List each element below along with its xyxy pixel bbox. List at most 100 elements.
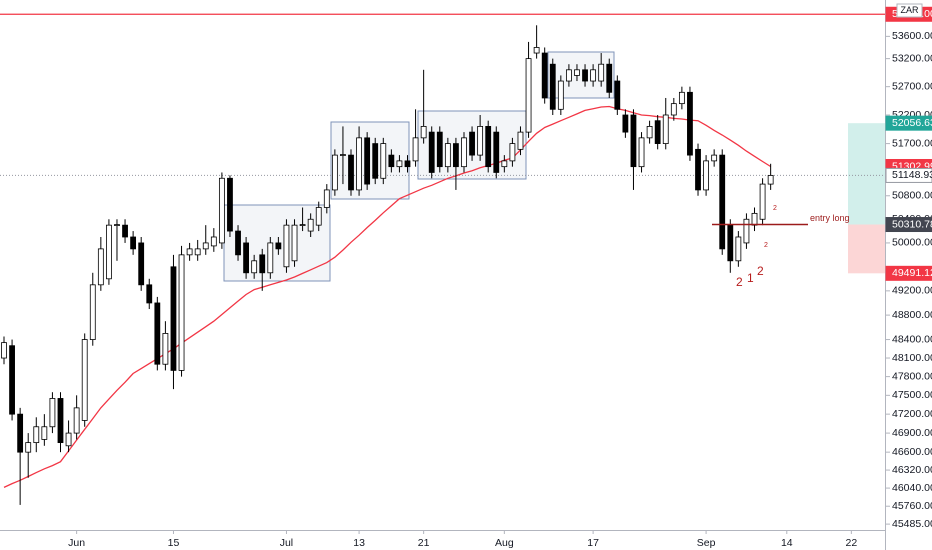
x-tick-label: 15 (168, 537, 180, 549)
price-label: 49491.12 (892, 267, 932, 279)
x-tick-label: 22 (846, 537, 858, 549)
candle-body (57, 398, 64, 444)
y-tick-label: 50000.00 (892, 237, 932, 249)
candle-body (17, 413, 24, 453)
price-label-box (885, 115, 932, 131)
y-tick-label: 53600.00 (892, 30, 932, 42)
candle-body (65, 432, 72, 447)
candle-body (243, 242, 250, 274)
annotation: 2 (736, 275, 743, 289)
candle-body (622, 114, 629, 133)
candle-body (267, 242, 274, 274)
candle-body (517, 131, 524, 150)
candle-body (340, 154, 346, 156)
candle-body (477, 126, 484, 156)
candle-body (493, 131, 500, 173)
target-zone (848, 123, 886, 225)
x-tick-label: Aug (495, 537, 514, 549)
candle-body (598, 63, 605, 82)
candle-body (130, 236, 137, 250)
candle-body (485, 126, 492, 168)
candle-body (380, 143, 387, 179)
candle-body (509, 143, 516, 162)
price-label: 50310.78 (892, 218, 932, 230)
candle-body (404, 160, 411, 168)
price-label-box (885, 265, 932, 281)
candle-body (218, 177, 225, 244)
candle-body (162, 333, 169, 365)
price-axis: 53600.0053200.0052700.0052200.0051700.00… (885, 6, 932, 530)
position-zones (848, 123, 886, 274)
y-tick-label: 50800.00 (892, 190, 932, 202)
candle-body (49, 398, 56, 428)
candle-body (412, 137, 419, 162)
candle-body (630, 114, 637, 168)
candle-body (703, 160, 709, 191)
candle-body (687, 91, 693, 156)
stop-zone (848, 224, 886, 274)
candle-body (356, 137, 362, 191)
price-label: 52056.63 (892, 117, 932, 129)
candle-body (235, 230, 241, 256)
candle-body (259, 254, 266, 274)
candle-body (711, 154, 718, 162)
price-label: 51148.93 (892, 169, 932, 181)
candle-body (606, 63, 613, 93)
range-box (547, 51, 615, 99)
candle-body (396, 160, 403, 168)
candle-body (751, 212, 758, 226)
candle-body (582, 69, 588, 82)
annotation: entry long (810, 213, 850, 223)
y-tick-label: 53200.00 (892, 52, 932, 64)
candle-body (251, 260, 258, 274)
currency: ZAR (901, 5, 920, 15)
candle-body (33, 426, 40, 444)
candle-body (331, 154, 338, 191)
candle-body (194, 248, 201, 256)
candle-body (146, 284, 153, 304)
y-tick-label: 46600.00 (892, 446, 932, 458)
candle-body (444, 143, 451, 168)
candle-body (283, 224, 290, 268)
y-tick-label: 48400.00 (892, 333, 932, 345)
candle-body (73, 407, 80, 434)
candle-body (89, 284, 96, 340)
candle-body (727, 224, 734, 262)
x-tick-label: Sep (697, 537, 716, 549)
candle-body (436, 131, 443, 168)
candle-body (372, 143, 379, 179)
y-tick-label: 49200.00 (892, 285, 932, 297)
candle-body (566, 69, 572, 82)
candle-body (388, 154, 395, 168)
candle-body (227, 177, 233, 232)
moving-average (3, 105, 771, 488)
annotation: 1 (747, 271, 754, 285)
candle-body (533, 47, 540, 54)
x-tick-label: 17 (587, 537, 599, 549)
candle-body (299, 224, 306, 226)
candle-body (420, 126, 427, 139)
candle-body (541, 52, 548, 99)
candle-body (678, 91, 685, 105)
candle-body (428, 131, 435, 173)
candle-body (759, 183, 766, 220)
x-tick-label: 14 (781, 537, 793, 549)
x-tick-label: Jun (68, 537, 85, 549)
annotation: 2 (773, 205, 777, 212)
y-tick-label: 48100.00 (892, 352, 932, 364)
candle-body (122, 224, 128, 238)
y-tick-label: 46900.00 (892, 427, 932, 439)
candle-body (614, 80, 621, 110)
y-tick-label: 46320.00 (892, 464, 932, 476)
y-tick-label: 47500.00 (892, 389, 932, 401)
y-tick-label: 47800.00 (892, 370, 932, 382)
currency-badge (896, 3, 923, 18)
candle-body (97, 248, 104, 286)
candle-body (25, 442, 32, 453)
candle-body (646, 126, 653, 139)
candle-body (81, 339, 88, 421)
y-tick-label: 46040.00 (892, 482, 932, 494)
